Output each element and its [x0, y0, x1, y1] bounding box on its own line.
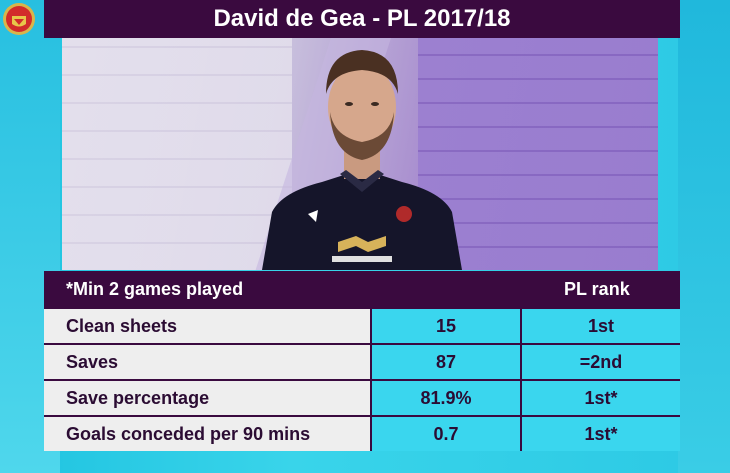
min-games-note: *Min 2 games played: [66, 279, 244, 299]
table-row: Clean sheets 15 1st: [44, 307, 680, 343]
stat-value: 0.7: [370, 417, 520, 451]
table-row: Save percentage 81.9% 1st*: [44, 379, 680, 415]
stat-rank: 1st*: [520, 381, 680, 415]
stats-table: Clean sheets 15 1st Saves 87 =2nd Save p…: [44, 307, 680, 451]
rank-column-header: PL rank: [564, 279, 630, 299]
right-side-panel: [678, 0, 730, 473]
stat-label: Clean sheets: [44, 309, 370, 343]
stat-label: Saves: [44, 345, 370, 379]
table-row: Saves 87 =2nd: [44, 343, 680, 379]
stat-label: Save percentage: [44, 381, 370, 415]
table-row: Goals conceded per 90 mins 0.7 1st*: [44, 415, 680, 451]
stat-rank: =2nd: [520, 345, 680, 379]
stat-value: 87: [370, 345, 520, 379]
stat-value: 81.9%: [370, 381, 520, 415]
page-title: David de Gea - PL 2017/18: [44, 0, 680, 38]
stat-label: Goals conceded per 90 mins: [44, 417, 370, 451]
brick-wall-left: [62, 38, 292, 270]
stat-rank: 1st*: [520, 417, 680, 451]
table-header: *Min 2 games played PL rank: [44, 271, 680, 307]
brick-wall-right: [418, 38, 658, 270]
player-figure-icon: [262, 50, 462, 270]
player-photo: [62, 38, 658, 270]
stat-rank: 1st: [520, 309, 680, 343]
stat-value: 15: [370, 309, 520, 343]
club-crest-icon: [3, 3, 35, 35]
